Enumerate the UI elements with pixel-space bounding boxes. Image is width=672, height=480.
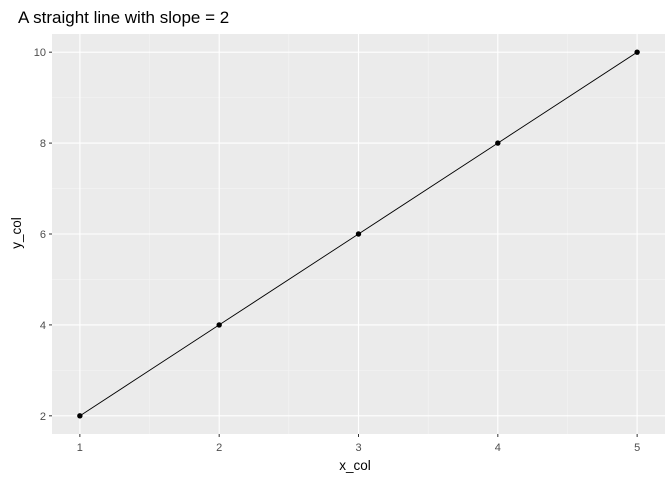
y-tick-label: 10 bbox=[34, 47, 46, 59]
y-tick-label: 6 bbox=[40, 229, 46, 241]
x-tick-label: 5 bbox=[634, 442, 640, 454]
data-point bbox=[216, 322, 222, 328]
x-tick-label: 3 bbox=[355, 442, 361, 454]
x-tick-label: 4 bbox=[495, 442, 501, 454]
y-axis: 2 4 6 8 10 bbox=[34, 47, 52, 423]
data-point bbox=[495, 140, 501, 146]
x-axis: 1 2 3 4 5 bbox=[77, 434, 640, 454]
y-tick-label: 2 bbox=[40, 411, 46, 423]
x-tick-label: 2 bbox=[216, 442, 222, 454]
x-tick-label: 1 bbox=[77, 442, 83, 454]
data-point bbox=[634, 49, 640, 55]
data-point bbox=[77, 413, 83, 419]
chart-title: A straight line with slope = 2 bbox=[18, 8, 229, 27]
y-tick-label: 8 bbox=[40, 138, 46, 150]
y-tick-label: 4 bbox=[40, 320, 46, 332]
y-axis-title: y_col bbox=[9, 217, 24, 249]
x-axis-title: x_col bbox=[339, 458, 371, 473]
data-point bbox=[355, 231, 362, 237]
series-layer bbox=[77, 49, 640, 419]
